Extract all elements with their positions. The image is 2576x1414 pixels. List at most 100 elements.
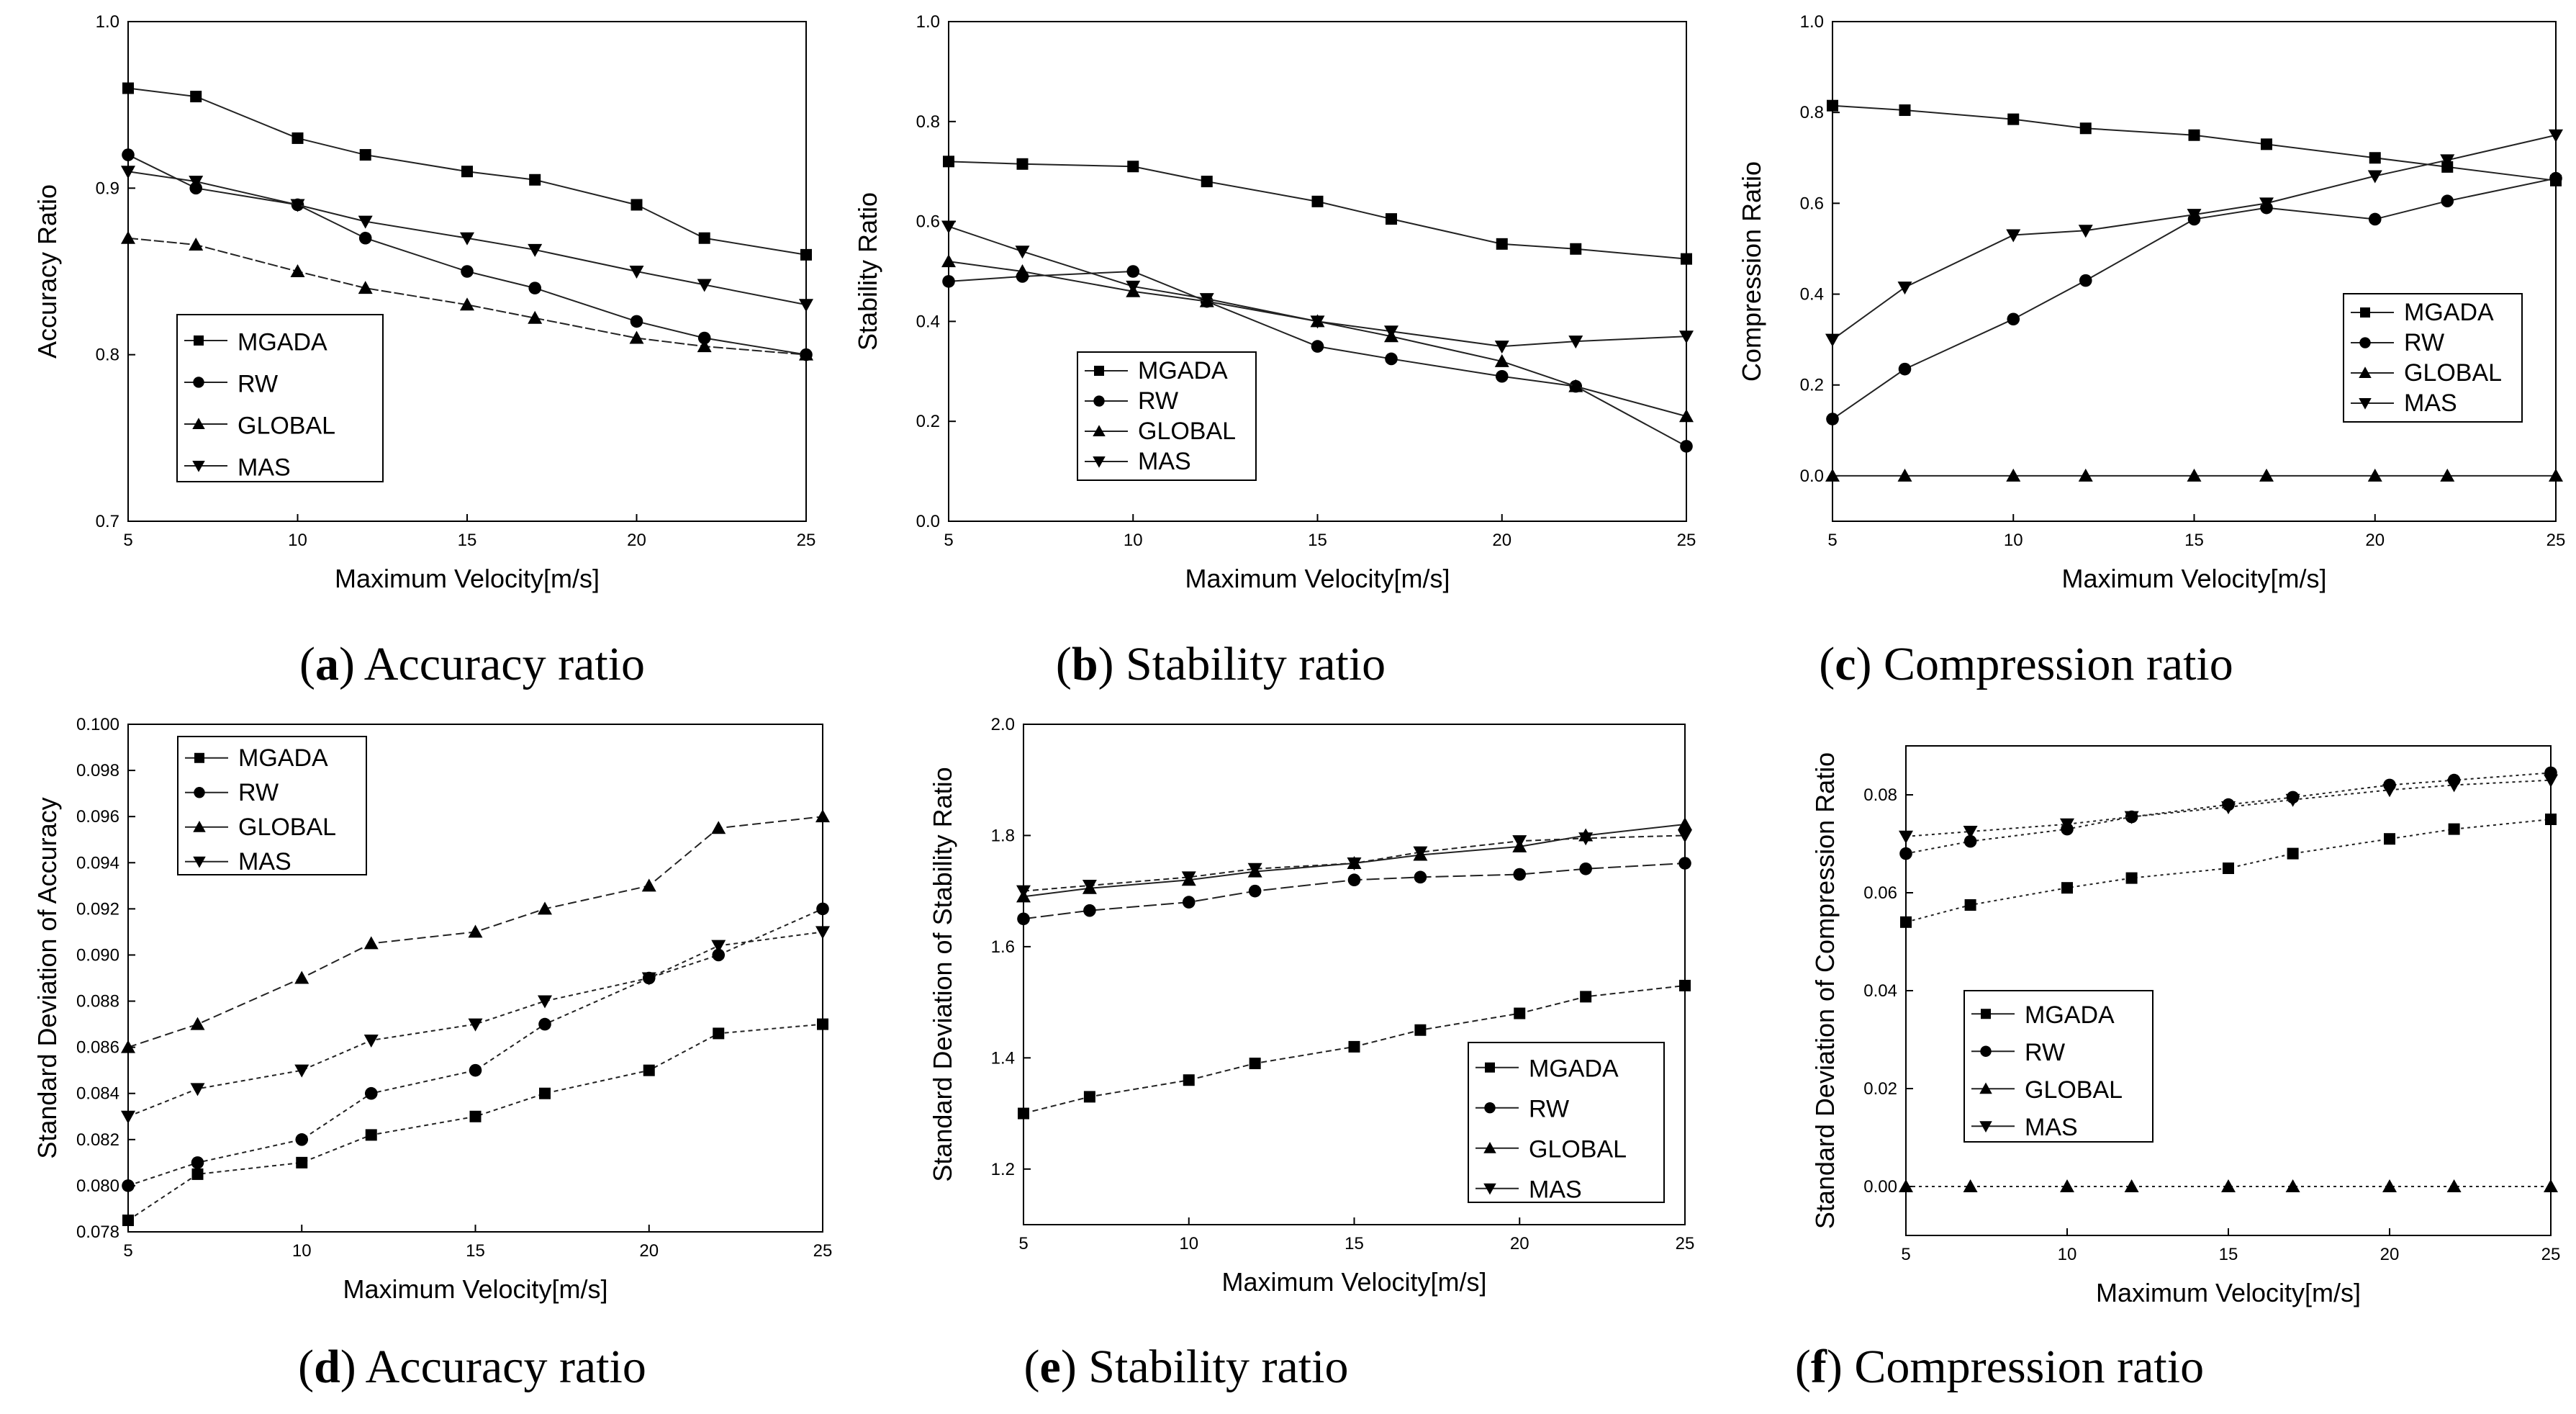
y-tick-label: 0.08 — [1863, 785, 1897, 805]
series-mgada — [1900, 814, 2557, 928]
series-global — [121, 809, 830, 1053]
x-tick-label: 20 — [2380, 1245, 2400, 1264]
data-point — [1127, 161, 1139, 173]
legend-marker — [1979, 1121, 1992, 1132]
data-point — [2384, 833, 2395, 845]
data-point — [1310, 315, 1325, 329]
y-tick-label: 0.06 — [1863, 883, 1897, 903]
data-point — [294, 1064, 309, 1078]
data-point — [189, 176, 204, 189]
data-point — [1826, 413, 1839, 425]
x-tick-label: 10 — [292, 1241, 312, 1261]
x-tick-label: 25 — [797, 531, 816, 550]
legend-entry: RW — [1529, 1095, 1569, 1122]
data-point — [2187, 468, 2202, 482]
data-point — [122, 148, 135, 161]
y-tick-label: 0.04 — [1863, 981, 1897, 1001]
legend-box — [177, 736, 367, 875]
data-point — [122, 82, 134, 94]
data-point — [2124, 1179, 2139, 1192]
data-point — [1199, 293, 1214, 307]
y-tick-label: 0.078 — [76, 1222, 119, 1242]
caption-open: ( — [1819, 638, 1835, 690]
data-point — [1580, 991, 1592, 1003]
y-axis-label: Standard Deviation of Accuracy — [32, 797, 62, 1158]
data-point — [697, 279, 712, 292]
data-point — [1825, 468, 1840, 482]
data-point — [2187, 209, 2202, 222]
data-point — [122, 1214, 134, 1226]
data-point — [1899, 104, 1911, 117]
y-tick-label: 0.6 — [916, 212, 940, 232]
chart-panel-a: 5 10 15 20 25 0.7 0.8 0.9 1.0 Maximum Velocity[m/… — [32, 12, 815, 690]
caption-text: ) Compression ratio — [1856, 638, 2233, 690]
data-point — [1899, 847, 1912, 860]
y-axis-label: Stability Ratio — [853, 192, 882, 351]
data-point — [1126, 280, 1141, 294]
legend-box — [2343, 293, 2523, 423]
legend-entry: GLOBAL — [2025, 1076, 2123, 1104]
data-point — [2549, 129, 2563, 143]
data-point — [631, 199, 643, 211]
legend-marker — [1094, 366, 1104, 377]
data-point — [697, 331, 711, 345]
legend-box — [1077, 351, 1257, 481]
data-point — [1681, 253, 1692, 265]
y-tick-label: 1.0 — [916, 12, 940, 32]
x-axis-label: Maximum Velocity[m/s] — [343, 1274, 607, 1304]
data-point — [1678, 857, 1691, 870]
x-tick-label: 25 — [2546, 531, 2566, 550]
series-mas — [1899, 774, 2558, 844]
panel-caption: (e) Stability ratio — [1024, 1341, 1349, 1393]
data-point — [1514, 1007, 1526, 1019]
data-point — [1678, 817, 1692, 830]
legend-marker — [194, 787, 205, 798]
panel-caption: (a) Accuracy ratio — [299, 638, 645, 690]
data-point — [469, 1063, 482, 1077]
legend-marker — [1093, 425, 1106, 437]
data-point — [2549, 468, 2563, 482]
caption-open: ( — [1056, 638, 1072, 690]
data-point — [2440, 154, 2455, 168]
data-point — [191, 1168, 204, 1180]
data-point — [2259, 197, 2274, 211]
data-point — [121, 1110, 135, 1124]
data-point — [711, 821, 726, 834]
data-point — [1181, 871, 1196, 885]
caption-open: ( — [1795, 1341, 1811, 1393]
y-tick-label: 0.090 — [76, 945, 119, 965]
data-point — [2448, 823, 2460, 835]
x-tick-label: 20 — [639, 1241, 659, 1261]
caption-open: ( — [1024, 1341, 1040, 1393]
x-tick-label: 15 — [2184, 531, 2204, 550]
data-point — [2006, 229, 2021, 243]
data-point — [469, 1110, 482, 1122]
legend-marker — [193, 821, 206, 832]
y-tick-label: 1.6 — [991, 937, 1015, 957]
legend-entry: MGADA — [1529, 1055, 1619, 1082]
data-point — [2007, 312, 2020, 326]
y-tick-label: 1.8 — [991, 826, 1015, 845]
caption-text: ) Stability ratio — [1061, 1341, 1349, 1393]
legend: MGADA RW GLOBAL MAS — [1963, 990, 2154, 1143]
data-point — [1963, 826, 1978, 839]
x-tick-label: 15 — [458, 531, 477, 550]
data-point — [2124, 811, 2139, 824]
y-axis-label: Compression Ratio — [1737, 161, 1766, 382]
legend-marker — [1979, 1082, 1992, 1094]
data-point — [2441, 194, 2454, 208]
x-tick-label: 5 — [123, 1241, 132, 1261]
y-tick-label: 0.8 — [916, 112, 940, 132]
data-point — [290, 199, 305, 212]
data-point — [2061, 882, 2073, 894]
data-point — [528, 243, 543, 257]
data-point — [1897, 282, 1912, 295]
y-tick-label: 0.4 — [1800, 285, 1824, 305]
data-point — [358, 215, 373, 229]
legend: MGADA RW GLOBAL MAS — [177, 736, 367, 875]
x-axis-label: Maximum Velocity[m/s] — [1221, 1267, 1486, 1297]
caption-text: ) Accuracy ratio — [340, 1341, 646, 1393]
series-line — [127, 1023, 823, 1221]
data-point — [2369, 152, 2381, 164]
data-point — [292, 132, 304, 144]
